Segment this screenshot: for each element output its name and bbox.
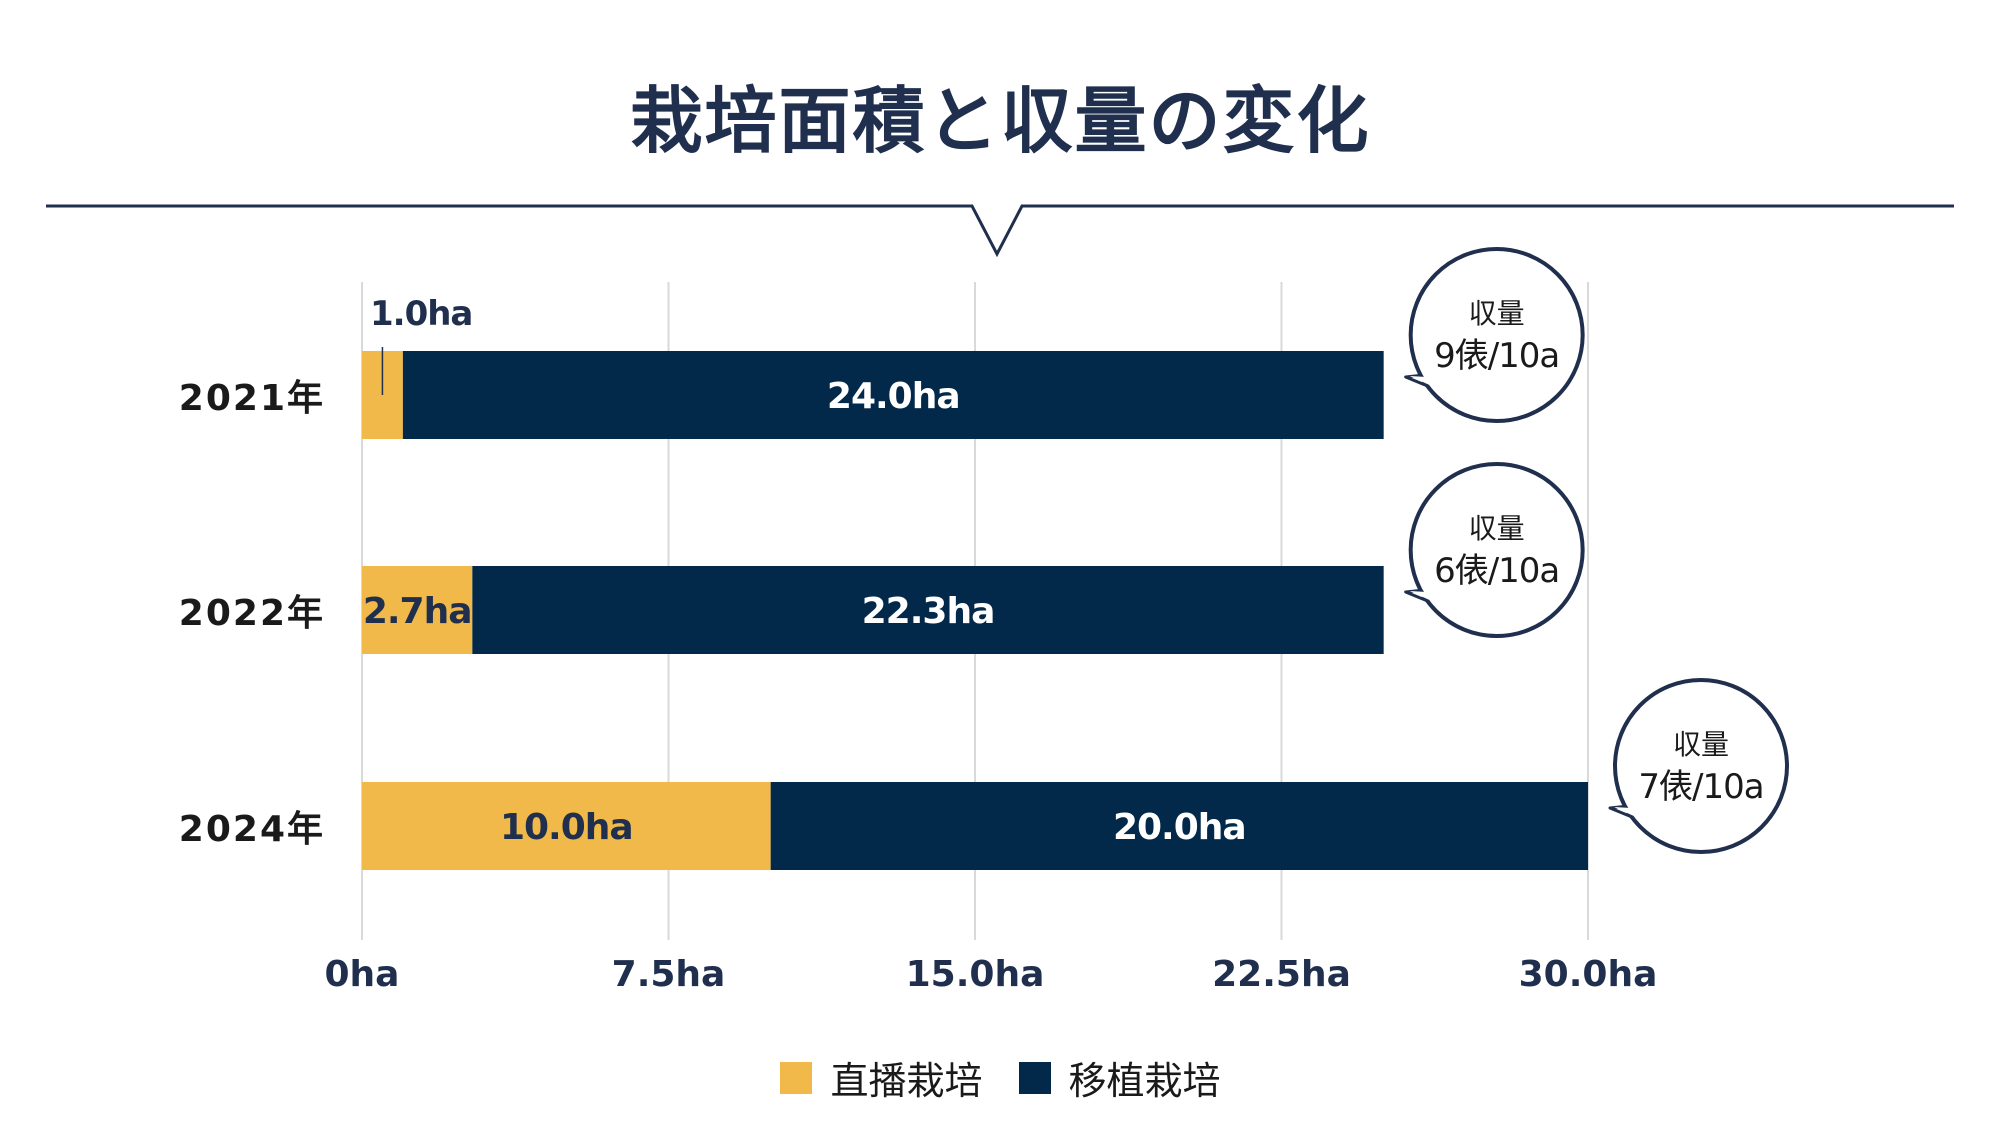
- bubble-circle: [1613, 678, 1789, 854]
- header-divider: [46, 204, 1954, 258]
- x-tick-label: 30.0ha: [1519, 954, 1658, 995]
- bubble-line1: 収量: [1469, 297, 1525, 330]
- legend-label-transplant: 移植栽培: [1068, 1059, 1221, 1103]
- x-tick-labels: 0ha 7.5ha 15.0ha 22.5ha 30.0ha: [325, 954, 1658, 995]
- bubble-tail-fill: [1614, 807, 1647, 822]
- bubble-tail-fill: [1409, 376, 1443, 391]
- legend-label-direct: 直播栽培: [830, 1059, 983, 1103]
- header-divider-line: [46, 204, 1954, 258]
- x-tick-label: 22.5ha: [1212, 954, 1351, 995]
- x-tick-label: 0ha: [325, 954, 400, 995]
- bar-transplant: [402, 351, 1384, 439]
- bubble-line2: 6俵/10a: [1434, 551, 1559, 591]
- yield-bubble: 収量 6俵/10a: [1404, 462, 1585, 638]
- x-tick-label: 15.0ha: [906, 954, 1045, 995]
- category-label: 2024年: [179, 809, 325, 850]
- bubble-circle: [1408, 462, 1585, 638]
- category-label: 2022年: [179, 593, 325, 634]
- bar-label-transplant: 22.3ha: [862, 591, 995, 632]
- bar-label-direct: 1.0ha: [370, 294, 472, 334]
- bubble-line1: 収量: [1673, 728, 1729, 761]
- bar-label-direct: 10.0ha: [500, 807, 633, 848]
- legend-swatch-direct: [780, 1061, 813, 1094]
- legend-item-direct: 直播栽培: [780, 1050, 983, 1105]
- category-label: 2021年: [179, 378, 325, 419]
- x-tick-label: 7.5ha: [612, 954, 726, 995]
- bar-label-transplant: 24.0ha: [827, 376, 960, 417]
- legend-item-transplant: 移植栽培: [1018, 1050, 1221, 1105]
- legend-swatch-transplant: [1018, 1061, 1051, 1094]
- yield-bubble: 収量 9俵/10a: [1404, 247, 1585, 423]
- bubble-circle: [1408, 247, 1585, 423]
- bar-direct: [362, 566, 473, 654]
- yield-annotations: 収量 9俵/10a 収量 6俵/10a 収量 7俵/10a: [1404, 247, 1789, 854]
- bubble-line1: 収量: [1469, 512, 1525, 545]
- bubble-tail-fill: [1409, 591, 1443, 606]
- bar-transplant: [472, 566, 1384, 654]
- yield-bubble: 収量 7俵/10a: [1608, 678, 1789, 854]
- legend: 直播栽培 移植栽培: [0, 1050, 2001, 1105]
- category-labels: 2021年 2022年 2024年: [179, 378, 325, 850]
- bar-label-transplant: 20.0ha: [1113, 807, 1246, 848]
- bubble-line2: 7俵/10a: [1638, 767, 1763, 807]
- bar-transplant: [770, 782, 1588, 870]
- bar-label-direct: 2.7ha: [363, 591, 472, 632]
- bars-group: 1.0ha 24.0ha 2.7ha 22.3ha 10.0ha 20.0ha: [362, 294, 1588, 870]
- chart-title: 栽培面積と収量の変化: [630, 79, 1371, 163]
- bar-direct: [362, 782, 771, 870]
- bubble-line2: 9俵/10a: [1434, 336, 1559, 376]
